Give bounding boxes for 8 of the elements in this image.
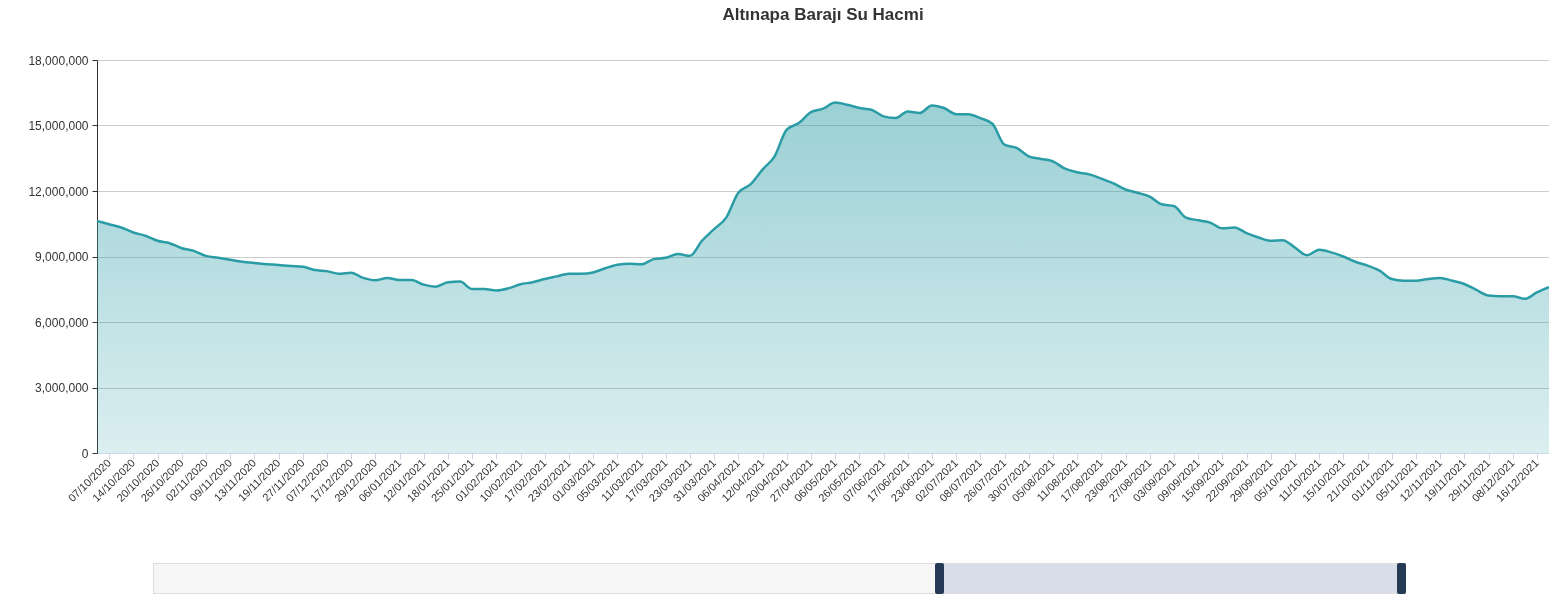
y-tick-label: 18,000,000 [28, 53, 89, 68]
y-tick-label: 9,000,000 [35, 250, 89, 264]
y-tick-label: 15,000,000 [28, 119, 89, 133]
y-tick-label: 0 [81, 446, 89, 461]
chart-title: Altınapa Barajı Su Hacmi [722, 5, 924, 24]
y-tick-label: 3,000,000 [35, 381, 89, 395]
y-tick-label: 12,000,000 [28, 184, 89, 199]
y-tick-label: 6,000,000 [35, 315, 89, 330]
